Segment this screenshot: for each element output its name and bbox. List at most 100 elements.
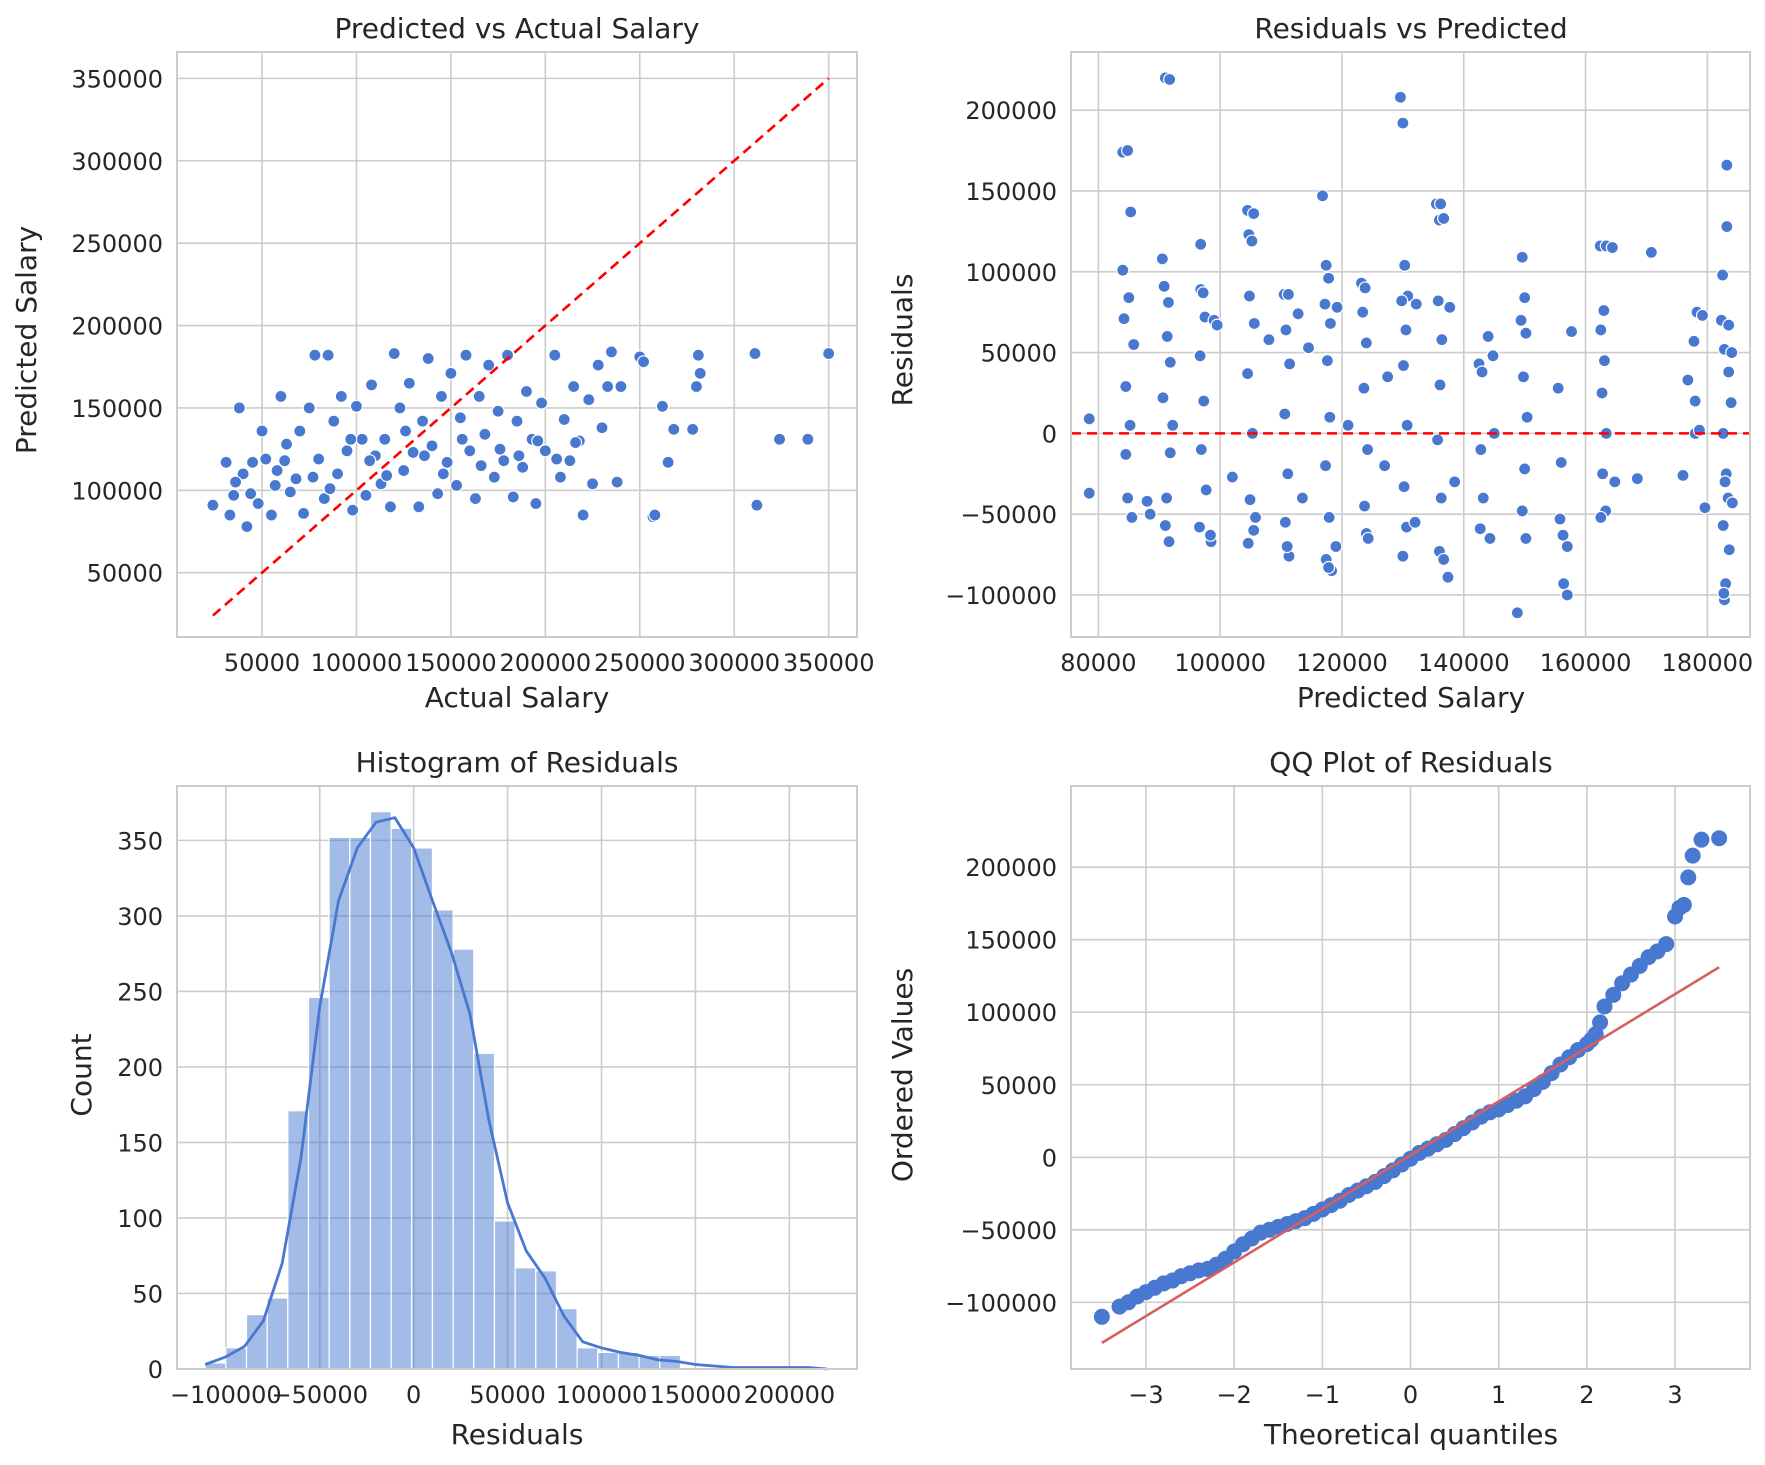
data-point <box>591 358 605 372</box>
histogram-bar <box>287 1110 310 1370</box>
data-point <box>491 404 505 418</box>
data-point <box>1395 294 1409 308</box>
qq-point <box>1658 936 1675 953</box>
data-point <box>1163 355 1177 369</box>
y-tick-label: 0 <box>148 1356 163 1384</box>
x-tick-label: 350000 <box>783 649 875 677</box>
data-point <box>1247 523 1261 537</box>
data-point <box>296 506 311 521</box>
data-point <box>1510 606 1524 620</box>
data-point <box>1082 412 1096 426</box>
data-point <box>614 379 628 394</box>
data-point <box>344 432 358 446</box>
x-tick-label: 180000 <box>1662 649 1754 677</box>
plot-frame <box>1070 51 1751 638</box>
data-point <box>1396 358 1411 373</box>
data-point <box>251 496 265 511</box>
data-point <box>1319 258 1333 272</box>
data-point <box>667 422 681 436</box>
data-point <box>363 454 377 468</box>
data-point <box>293 424 307 438</box>
y-axis-label: Count <box>65 1033 98 1116</box>
data-point <box>283 485 297 499</box>
x-axis-label: Actual Salary <box>425 681 610 714</box>
data-point <box>364 378 379 392</box>
data-point <box>582 393 596 407</box>
data-point <box>529 496 543 511</box>
data-point <box>1245 234 1259 248</box>
data-point <box>1116 263 1130 277</box>
data-point <box>1360 442 1375 457</box>
data-point <box>268 478 282 492</box>
y-tick-label: 200000 <box>965 97 1057 125</box>
data-point <box>538 444 552 458</box>
data-point <box>1519 531 1533 546</box>
x-tick-label: 150000 <box>405 649 497 677</box>
x-tick-label: 0 <box>406 1381 421 1409</box>
data-point <box>1279 323 1293 337</box>
data-point <box>686 422 700 436</box>
histogram-bar <box>597 1351 620 1370</box>
data-point <box>1520 410 1534 424</box>
data-point <box>1434 197 1448 211</box>
data-point <box>1399 323 1413 337</box>
data-point <box>474 459 488 473</box>
data-point <box>1283 357 1297 371</box>
qq-point <box>1605 986 1622 1003</box>
data-point <box>1321 560 1336 575</box>
y-tick-label: 250 <box>117 978 163 1006</box>
y-axis-label: Ordered Values <box>886 968 919 1182</box>
data-point <box>548 348 562 362</box>
data-point <box>1278 407 1292 421</box>
data-point <box>270 463 284 478</box>
data-point <box>321 348 335 362</box>
data-point <box>459 348 473 362</box>
y-tick-label: 200 <box>117 1054 163 1082</box>
data-point <box>397 463 411 478</box>
data-point <box>402 376 416 390</box>
data-point <box>1160 329 1174 344</box>
data-point <box>330 467 345 481</box>
y-axis-label: Predicted Salary <box>10 226 43 454</box>
data-point <box>1163 72 1177 87</box>
data-point <box>1630 472 1644 486</box>
data-point <box>453 411 467 425</box>
data-point <box>1320 354 1334 368</box>
data-point <box>497 454 511 468</box>
data-point <box>1434 491 1448 505</box>
data-point <box>1329 539 1343 554</box>
data-point <box>1242 289 1257 303</box>
data-point <box>1194 237 1208 251</box>
data-point <box>563 454 577 468</box>
data-point <box>349 399 364 413</box>
data-point <box>1278 515 1292 529</box>
x-tick-label: −2 <box>1216 1381 1251 1409</box>
x-axis-label: Theoretical quantiles <box>1263 1418 1558 1451</box>
data-point <box>1560 588 1574 602</box>
data-point <box>693 366 707 380</box>
data-point <box>1553 512 1567 526</box>
data-point <box>478 427 492 441</box>
data-point <box>327 414 341 428</box>
data-point <box>1605 240 1619 255</box>
data-point <box>206 498 220 512</box>
data-point <box>1681 373 1695 387</box>
data-point <box>1318 459 1333 473</box>
data-point <box>434 389 449 404</box>
data-point <box>1720 158 1734 172</box>
data-point <box>436 467 450 481</box>
data-point <box>1203 528 1218 542</box>
data-point <box>323 482 337 496</box>
data-point <box>440 455 454 469</box>
x-tick-label: 0 <box>1403 1381 1418 1409</box>
data-point <box>636 355 651 369</box>
data-point <box>1281 467 1295 481</box>
data-point <box>512 449 526 463</box>
data-point <box>444 366 458 380</box>
y-tick-label: 200000 <box>965 854 1057 882</box>
data-point <box>1225 470 1239 484</box>
data-point <box>534 396 549 410</box>
data-point <box>380 468 394 483</box>
x-tick-label: 300000 <box>688 649 780 677</box>
